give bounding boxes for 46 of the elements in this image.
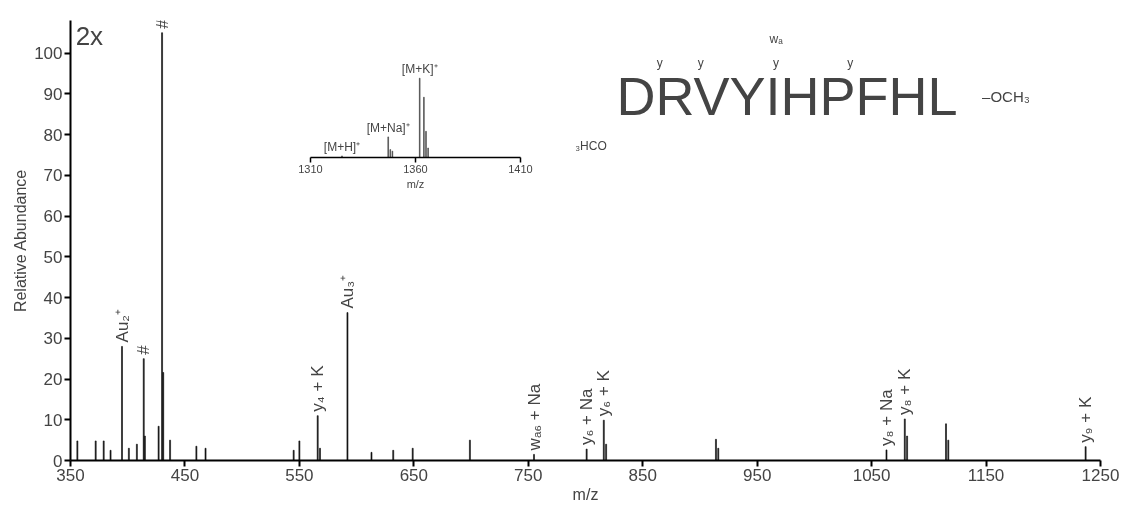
y-tick-label: 40 bbox=[43, 288, 63, 308]
annotation: y₆ + K bbox=[594, 369, 614, 417]
y-tick-label: 100 bbox=[34, 44, 63, 64]
annotation: y₉ + K bbox=[1076, 396, 1096, 443]
y-tick-label: 10 bbox=[43, 410, 63, 430]
annotation: –OCH₃ bbox=[982, 87, 1030, 105]
x-axis-title: m/z bbox=[572, 485, 599, 503]
y-tick-label: 70 bbox=[43, 166, 63, 186]
annotation: [M+Na]⁺ bbox=[366, 120, 410, 135]
annotation: y₆ + Na bbox=[577, 388, 597, 446]
y-tick-label: 90 bbox=[43, 84, 63, 104]
x-tick-label: 550 bbox=[285, 465, 314, 485]
y-tick-label: 80 bbox=[43, 125, 63, 145]
annotation: y bbox=[697, 56, 704, 71]
x-tick-label: 450 bbox=[170, 465, 200, 485]
annotation: y bbox=[656, 56, 663, 71]
x-tick-label: 1150 bbox=[967, 465, 1005, 485]
annotation: Au₂⁺ bbox=[112, 309, 132, 343]
y-tick-label: 50 bbox=[43, 247, 63, 267]
annotation: y bbox=[773, 56, 780, 71]
annotation: # bbox=[134, 344, 154, 355]
y-tick-label: 30 bbox=[43, 329, 63, 349]
annotation: y₈ + Na bbox=[876, 388, 896, 446]
annotation: y bbox=[847, 56, 854, 71]
y-tick-label: 60 bbox=[43, 207, 63, 227]
annotation: y₈ + K bbox=[895, 368, 915, 415]
x-tick-label: 650 bbox=[399, 465, 429, 485]
y-tick-label: 20 bbox=[43, 370, 63, 390]
annotation: ₃HCO bbox=[575, 139, 607, 154]
x-tick-label: 1250 bbox=[1081, 465, 1120, 485]
annotation: [M+H]⁺ bbox=[323, 139, 361, 154]
annotation: wₐ₆ + Na bbox=[524, 383, 544, 452]
x-tick-label: 1360 bbox=[403, 162, 428, 175]
annotation: y₄ + K bbox=[308, 364, 328, 412]
annotation: [M+K]⁺ bbox=[401, 62, 438, 77]
annotation: 2x bbox=[75, 21, 104, 52]
y-axis-title: Relative Abundance bbox=[12, 169, 30, 313]
annotation: wₐ bbox=[768, 32, 784, 47]
x-tick-label: 1310 bbox=[298, 162, 323, 175]
x-tick-label: 850 bbox=[628, 465, 657, 485]
x-tick-label: 950 bbox=[742, 465, 772, 485]
x-tick-label: 1410 bbox=[508, 162, 533, 175]
x-tick-label: 750 bbox=[514, 465, 543, 485]
x-tick-label: 1050 bbox=[852, 465, 891, 485]
annotation: Au₃⁺ bbox=[337, 274, 357, 309]
x-axis-title: m/z bbox=[406, 177, 425, 190]
